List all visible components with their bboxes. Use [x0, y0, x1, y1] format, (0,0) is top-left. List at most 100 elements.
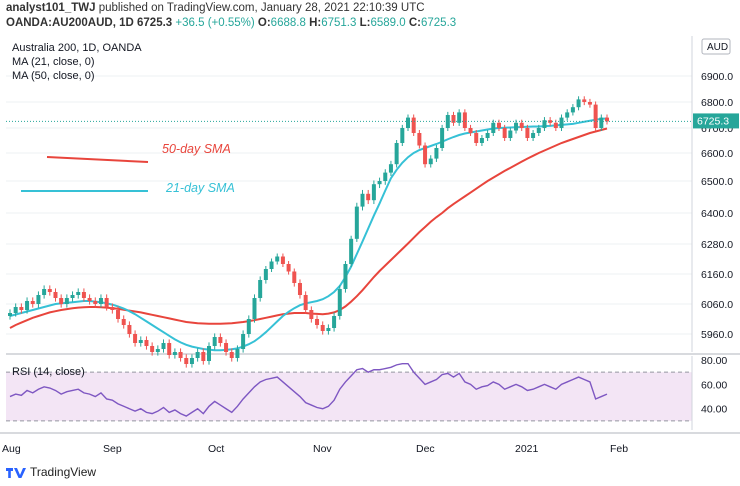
- candle: [587, 98, 592, 108]
- candle: [582, 96, 587, 106]
- candle-body: [417, 133, 422, 146]
- candle-body: [246, 319, 251, 334]
- candle-body: [593, 104, 598, 128]
- candle: [508, 127, 513, 141]
- main-pane: [6, 36, 692, 352]
- candle-body: [377, 181, 382, 185]
- candle-body: [116, 310, 121, 319]
- candle-body: [218, 337, 223, 343]
- candle-body: [337, 289, 342, 316]
- candle-body: [508, 130, 513, 138]
- candle: [116, 306, 121, 323]
- candle-body: [235, 349, 240, 358]
- candle-body: [252, 298, 257, 319]
- candle: [121, 315, 126, 329]
- author-link[interactable]: analyst101_TWJ: [6, 2, 96, 14]
- candle-body: [531, 133, 536, 138]
- candle: [167, 339, 172, 359]
- candle: [275, 253, 280, 265]
- candle: [263, 266, 268, 284]
- candle-body: [502, 128, 507, 138]
- candle: [172, 348, 177, 359]
- candle: [155, 345, 160, 356]
- candle-body: [184, 358, 189, 364]
- candle-body: [474, 133, 479, 143]
- candle-body: [13, 307, 18, 313]
- publish-info: published on TradingView.com, January 28…: [98, 2, 425, 14]
- x-tick-label: Dec: [416, 443, 435, 455]
- tradingview-logo[interactable]: TradingView: [6, 465, 96, 479]
- candle-body: [565, 112, 570, 118]
- ma50-line: [9, 127, 608, 329]
- tradingview-logo-icon: [6, 468, 26, 478]
- candle-body: [542, 120, 547, 128]
- y-tick-label: 6600.0: [701, 148, 733, 160]
- candle: [605, 114, 609, 125]
- candle: [224, 339, 229, 356]
- x-tick-label: Oct: [208, 443, 224, 455]
- candle-body: [178, 352, 183, 358]
- candle-body: [451, 115, 456, 123]
- candle-body: [292, 271, 297, 283]
- candle: [110, 303, 115, 314]
- candle-body: [354, 206, 359, 239]
- candle: [354, 202, 359, 242]
- candle: [309, 306, 314, 323]
- candle-body: [366, 193, 371, 201]
- low-value: 6589.0: [370, 17, 406, 29]
- candle: [485, 130, 490, 141]
- candle-body: [479, 138, 484, 143]
- candle: [47, 285, 52, 296]
- candle-body: [98, 298, 103, 304]
- candle: [212, 333, 217, 350]
- candle-body: [212, 337, 217, 346]
- candle-body: [269, 261, 274, 269]
- candle-body: [121, 319, 126, 325]
- y-tick-label: 5960.0: [701, 329, 733, 341]
- candle-body: [161, 343, 166, 349]
- candle: [343, 261, 348, 293]
- x-tick-label: Feb: [610, 443, 628, 455]
- candle: [474, 130, 479, 146]
- candle-body: [553, 122, 558, 128]
- candle-body: [207, 346, 211, 361]
- candle-body: [320, 325, 325, 331]
- candle: [42, 285, 47, 299]
- candle-body: [315, 319, 320, 325]
- annotation-21day-label: 21-day SMA: [165, 181, 235, 195]
- candle: [144, 336, 149, 350]
- open-value: 6688.8: [270, 17, 306, 29]
- candle: [201, 348, 206, 365]
- candle: [280, 253, 285, 267]
- publish-line: analyst101_TWJ published on TradingView.…: [6, 2, 425, 14]
- candle: [93, 297, 98, 308]
- candle: [19, 303, 24, 314]
- symbol-label: OANDA:AU200AUD, 1D: [6, 17, 134, 29]
- candle: [326, 324, 331, 335]
- candle-body: [263, 269, 268, 280]
- candle-body: [189, 358, 194, 364]
- candle: [423, 142, 428, 168]
- candle: [388, 160, 393, 176]
- candle: [207, 342, 211, 365]
- candle: [246, 315, 251, 338]
- candle-body: [457, 112, 462, 123]
- candle-body: [144, 340, 149, 346]
- candle-body: [150, 346, 155, 352]
- candle: [451, 111, 456, 126]
- candle: [8, 309, 12, 320]
- candle-body: [241, 334, 246, 349]
- candle: [491, 119, 496, 136]
- candle-body: [582, 99, 587, 102]
- candle-body: [309, 310, 314, 319]
- last-price: 6725.3: [137, 17, 173, 29]
- ma50-legend: MA (50, close, 0): [12, 70, 95, 82]
- candle: [258, 276, 263, 302]
- candle: [440, 124, 445, 151]
- candle-body: [423, 145, 428, 165]
- candle-body: [491, 122, 496, 133]
- candle: [98, 294, 103, 308]
- candle-body: [519, 122, 524, 128]
- candle: [70, 291, 75, 302]
